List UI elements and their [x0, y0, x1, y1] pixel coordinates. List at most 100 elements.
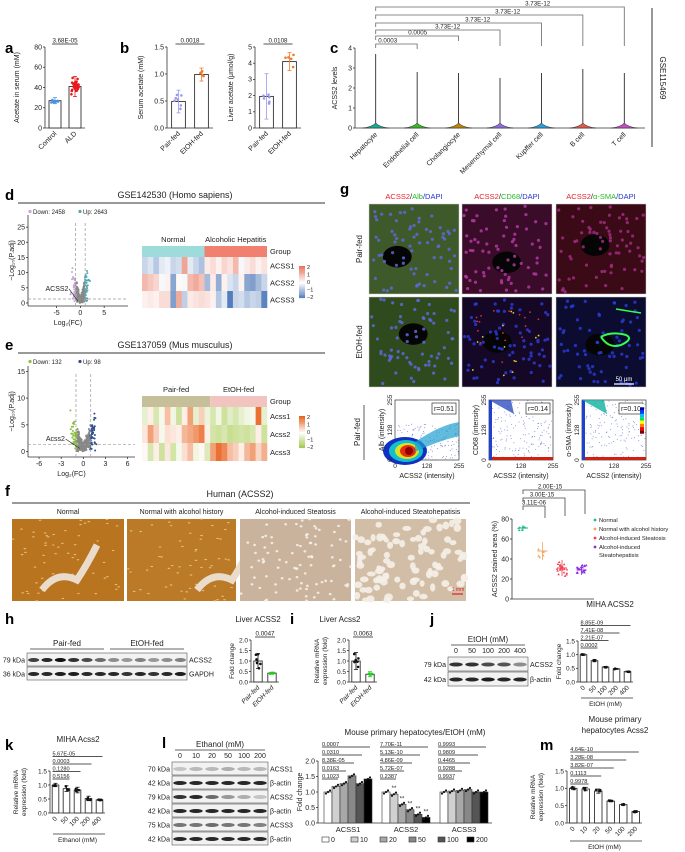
pixel-point — [418, 428, 420, 430]
ihc-texture — [150, 565, 154, 568]
molecular-weight-label: 75 kDa — [148, 823, 170, 830]
volcano-point — [84, 447, 87, 450]
nucleus — [502, 234, 506, 238]
blot-strip — [171, 775, 269, 790]
ihc-texture — [40, 577, 44, 579]
data-point — [422, 817, 426, 821]
heatmap-cell — [147, 443, 154, 461]
heatmap-cell — [227, 274, 234, 291]
ihc-texture — [295, 522, 298, 526]
pixel-point — [541, 442, 543, 444]
nucleus — [612, 354, 616, 359]
ihc-texture — [457, 556, 464, 562]
data-point — [558, 568, 562, 571]
x-tick-label: 0 — [393, 463, 397, 470]
pixel-point — [585, 416, 587, 418]
heatmap-cell — [227, 443, 234, 461]
heatmap-cell — [221, 291, 228, 308]
heatmap-cell — [221, 425, 228, 443]
ihc-texture — [364, 586, 373, 594]
volcano-point — [87, 428, 90, 431]
nucleus — [428, 317, 432, 322]
panel-title: Human (ACSS2) — [206, 489, 273, 499]
pixel-point — [509, 415, 511, 417]
density-band — [415, 422, 459, 452]
cd68-signal — [504, 339, 507, 342]
heatmap-cell — [176, 257, 183, 274]
blot-band — [481, 662, 495, 667]
y-tick-label: 0.5 — [305, 805, 315, 812]
pixel-point — [528, 417, 530, 419]
nucleus — [432, 321, 436, 325]
blot-strip — [171, 831, 269, 846]
legend-dot-up — [78, 359, 82, 364]
nucleus — [414, 335, 419, 339]
data-point — [179, 104, 183, 107]
channel-name: / — [410, 192, 413, 201]
blot-band — [173, 809, 187, 813]
nucleus — [463, 334, 467, 339]
nucleus — [496, 377, 501, 382]
nucleus — [578, 376, 583, 381]
cd68-signal — [471, 369, 474, 371]
nucleus — [398, 319, 402, 324]
volcano-point — [71, 436, 74, 439]
nucleus — [571, 215, 575, 219]
y-tick-label: 10 — [17, 270, 25, 277]
blot-row-label: β-actin — [270, 781, 291, 788]
nucleus — [394, 325, 398, 330]
color-scale-step — [299, 432, 305, 434]
volcano-point — [80, 447, 83, 450]
color-scale-step — [299, 267, 305, 270]
blot-band — [205, 781, 219, 785]
ihc-texture — [421, 537, 428, 545]
blot-band — [108, 658, 120, 662]
ihc-texture — [76, 592, 80, 595]
pixel-point — [493, 411, 495, 413]
pixel-point — [609, 415, 611, 417]
blot-band — [161, 658, 173, 662]
p-value-label: 0.9937 — [438, 774, 455, 780]
ihc-texture — [23, 548, 27, 550]
ihc-texture — [354, 581, 363, 589]
nucleus — [445, 285, 449, 289]
nucleus — [510, 302, 514, 307]
y-axis-label: expression (fold) — [21, 768, 28, 816]
x-tick-label: Hepatocyte — [349, 131, 379, 161]
heatmap-cell — [238, 443, 245, 461]
correlation-label: r=0.10 — [621, 406, 641, 413]
nucleus — [454, 288, 458, 292]
nucleus — [381, 381, 385, 386]
lane-label: 0 — [178, 753, 182, 760]
ihc-texture — [170, 564, 174, 567]
pixel-point — [414, 427, 416, 429]
pixel-point — [544, 444, 546, 446]
p-value-label: 2.21E-07 — [581, 635, 604, 641]
pixel-point — [642, 445, 644, 447]
data-point — [392, 793, 396, 796]
nucleus — [371, 258, 376, 262]
nucleus — [447, 247, 451, 251]
pixel-point — [423, 432, 425, 434]
nucleus — [482, 274, 486, 278]
pixel-point — [413, 429, 415, 431]
color-scale-step — [299, 288, 305, 291]
heatmap-cell — [215, 257, 222, 274]
pixel-point — [613, 440, 615, 442]
chart-title: MIHA Acss2 — [56, 735, 100, 744]
y-tick-label: 20 — [17, 240, 25, 247]
ihc-texture — [223, 528, 227, 531]
color-scale-step — [299, 286, 305, 289]
bar — [51, 784, 60, 814]
x-tick-label: Mesenchymal cell — [459, 131, 504, 176]
nucleus — [473, 319, 477, 323]
heatmap-cell — [193, 291, 200, 308]
nucleus — [393, 233, 397, 237]
heatmap-cell — [147, 291, 154, 308]
nucleus — [633, 268, 637, 272]
data-point — [77, 788, 81, 792]
x-tick-label: 255 — [548, 463, 559, 470]
ihc-texture — [280, 577, 284, 580]
ihc-texture — [187, 522, 191, 524]
pixel-point — [606, 445, 608, 447]
